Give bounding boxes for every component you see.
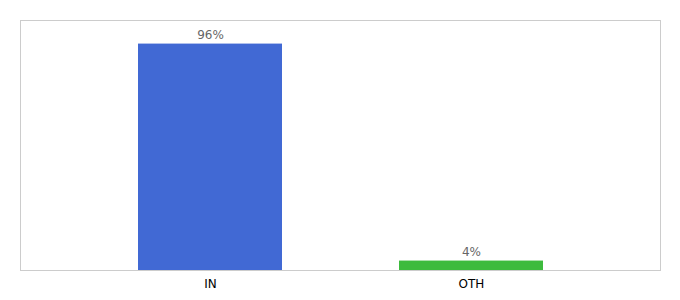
svg-text:OTH: OTH — [459, 277, 485, 291]
svg-text:96%: 96% — [197, 28, 224, 42]
svg-text:4%: 4% — [462, 245, 481, 259]
svg-text:IN: IN — [204, 277, 217, 291]
